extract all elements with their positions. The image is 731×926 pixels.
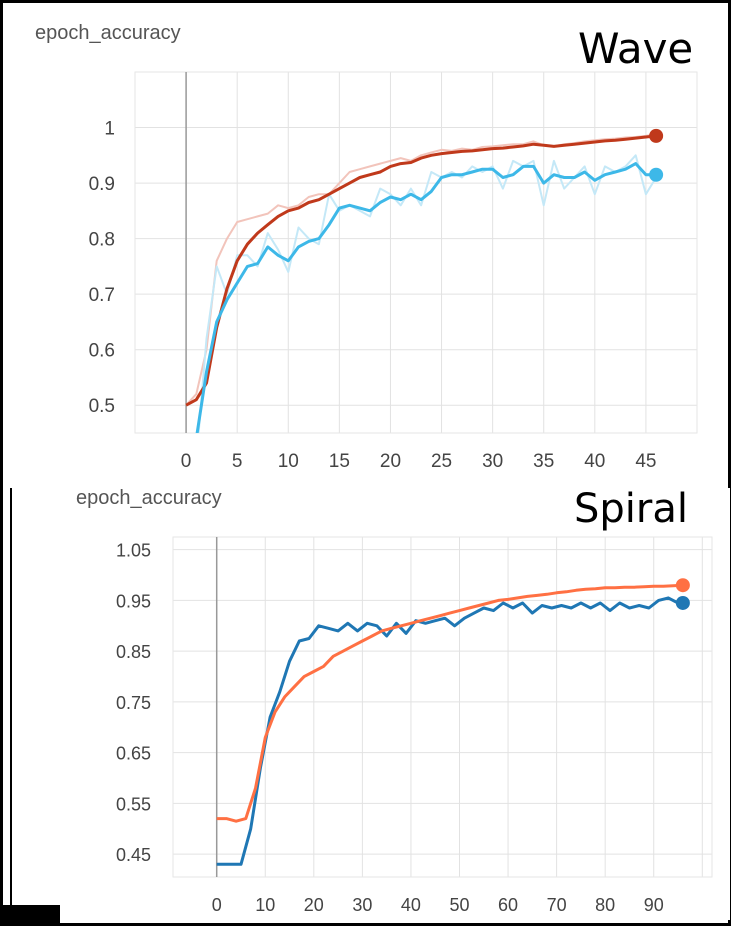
wave-accuracy-chart: 0.50.60.70.80.910 5 10 15 20 25 30 35 40 45 [89,71,698,472]
wave-xtick-label: 45 [635,451,656,472]
wave-chart-title: epoch_accuracy [35,22,181,44]
spiral-xtick-label: 90 [644,895,664,915]
wave-xtick-label: 15 [329,451,350,472]
wave-xtick-label: 5 [232,451,243,472]
wave-series-1-line [195,162,657,433]
spiral-xtick-label: 70 [547,895,567,915]
wave-ytick-label: 0.6 [89,341,115,362]
wave-xtick-label: 35 [533,451,554,472]
spiral-chart-title: epoch_accuracy [76,487,222,509]
spiral-ytick-label: 0.45 [116,845,151,865]
spiral-ytick-label: 0.95 [116,591,151,611]
wave-ytick-label: 1 [104,119,115,140]
spiral-series-0-line [216,596,683,866]
spiral-xtick-label: 80 [595,895,615,915]
spiral-xtick-label: 50 [449,895,469,915]
spiral-xtick-label: 20 [304,895,324,915]
spiral-xtick-label: 40 [401,895,421,915]
wave-xtick-label: 40 [584,451,605,472]
wave-xtick-label: 20 [380,451,401,472]
wave-series-0-line [185,134,657,407]
spiral-series-group [216,583,683,866]
spiral-xtick-label: 30 [352,895,372,915]
wave-xtick-label: 0 [181,451,192,472]
wave-series-0-raw-line [185,133,657,406]
wave-ytick-label: 0.7 [89,285,115,306]
spiral-series-1-line [216,583,683,823]
wave-chart-panel [3,3,728,485]
spiral-xtick-label: 60 [498,895,518,915]
spiral-ytick-label: 0.85 [116,642,151,662]
wave-ytick-label: 0.8 [89,230,115,251]
spiral-label: Spiral [574,486,688,532]
spiral-chart-panel [10,488,730,920]
wave-ytick-label: 0.9 [89,174,115,195]
bottom-left-black-strip [0,905,60,926]
wave-series-group [185,133,657,433]
spiral-ytick-label: 0.75 [116,693,151,713]
spiral-ytick-label: 1.05 [116,541,151,561]
wave-ytick-label: 0.5 [89,396,115,417]
spiral-series-1-end-marker [675,578,690,593]
wave-xtick-label: 25 [431,451,452,472]
spiral-ytick-label: 0.65 [116,744,151,764]
wave-xtick-label: 30 [482,451,503,472]
spiral-accuracy-chart: 0.45 0.55 0.65 0.75 0.85 0.95 1.05 0 10 20 30 40 50 6… [116,536,713,915]
wave-label: Wave [578,24,694,73]
spiral-series-0-end-marker [675,595,690,610]
spiral-plot-border [172,536,713,878]
wave-series-0-end-marker [649,128,664,143]
wave-series-1-raw-line [197,154,657,433]
wave-xtick-label: 10 [278,451,299,472]
wave-plot-border [134,71,698,434]
wave-series-1-end-marker [649,167,664,182]
spiral-ytick-label: 0.55 [116,794,151,814]
spiral-xtick-label: 10 [255,895,275,915]
spiral-xtick-label: 0 [212,895,222,915]
